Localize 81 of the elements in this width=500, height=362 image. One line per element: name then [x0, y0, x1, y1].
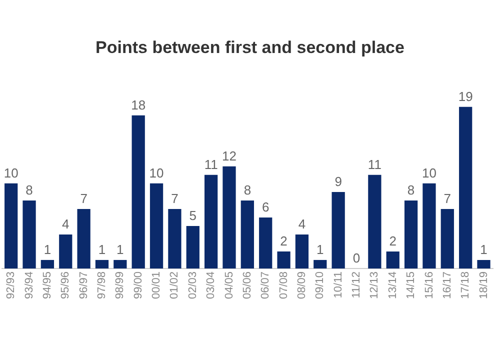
bar [95, 260, 109, 268]
bar [150, 183, 164, 268]
x-tick-label: 94/95 [41, 271, 54, 300]
bar [422, 183, 436, 268]
x-tick-label: 14/15 [405, 271, 418, 300]
x-tick-label: 00/01 [150, 271, 163, 300]
x-tick-label: 12/13 [368, 271, 381, 300]
bar [477, 260, 490, 268]
bar [132, 115, 145, 268]
data-label: 1 [316, 242, 324, 258]
data-label: 4 [298, 216, 306, 232]
bar [4, 183, 18, 268]
bar [240, 200, 254, 268]
data-label: 11 [368, 157, 382, 172]
data-label: 10 [422, 166, 436, 181]
data-label: 1 [44, 242, 52, 258]
x-tick-label: 98/99 [114, 271, 126, 300]
x-tick-label: 99/00 [132, 271, 144, 300]
data-label: 2 [389, 234, 396, 249]
data-label: 19 [458, 88, 473, 104]
data-label: 1 [116, 242, 124, 258]
bar [332, 192, 345, 268]
x-tick-label: 92/93 [5, 271, 18, 300]
bar [277, 251, 290, 268]
bar [222, 166, 236, 268]
x-tick-label: 18/19 [478, 271, 490, 300]
bar [368, 174, 382, 268]
data-label: 18 [131, 97, 146, 112]
x-tick-label: 95/96 [60, 271, 72, 300]
bar [59, 234, 72, 268]
data-label: 8 [26, 182, 33, 198]
x-tick-label: 09/10 [314, 271, 326, 300]
x-tick-label: 16/17 [441, 271, 454, 300]
data-label: 11 [204, 157, 218, 172]
data-label: 8 [407, 182, 415, 198]
bar [77, 208, 90, 268]
data-label: 1 [480, 242, 488, 258]
x-tick-label: 02/03 [186, 271, 199, 300]
data-label: 5 [189, 208, 197, 224]
data-label: 2 [280, 234, 288, 249]
data-label: 7 [171, 191, 178, 206]
x-tick-label: 03/04 [205, 271, 218, 300]
bar [114, 260, 127, 268]
bar [440, 208, 454, 268]
x-tick-label: 97/98 [96, 271, 108, 300]
x-tick-label: 04/05 [223, 271, 236, 300]
x-tick-label: 93/94 [23, 271, 36, 300]
x-tick-label: 15/16 [423, 271, 436, 300]
data-label: 4 [62, 216, 70, 232]
x-tick-label: 96/97 [78, 271, 90, 300]
bar [295, 234, 309, 268]
x-tick-label: 01/02 [168, 271, 181, 300]
x-tick-label: 10/11 [332, 271, 344, 298]
bar [22, 200, 36, 268]
bar [386, 251, 400, 268]
bar [204, 174, 218, 268]
data-label: 7 [80, 191, 88, 206]
bar [404, 200, 418, 268]
x-tick-label: 06/07 [260, 271, 272, 300]
x-tick-label: 08/09 [296, 271, 308, 300]
data-label: 9 [334, 174, 342, 190]
data-label: 0 [352, 250, 360, 266]
bar [186, 226, 200, 268]
x-tick-label: 17/18 [460, 271, 472, 300]
x-tick-label: 07/08 [278, 271, 290, 300]
x-tick-label: 13/14 [386, 271, 399, 300]
data-label: 10 [4, 166, 18, 181]
data-label: 7 [444, 191, 452, 206]
data-label: 10 [149, 166, 164, 181]
x-tick-label: 11/12 [350, 271, 363, 298]
bar [40, 260, 54, 268]
chart-title: Points between first and second place [96, 38, 404, 57]
bar [259, 217, 272, 268]
bar [459, 106, 472, 268]
bar [314, 260, 327, 268]
data-label: 8 [244, 182, 252, 198]
data-label: 6 [262, 200, 270, 215]
x-tick-label: 05/06 [241, 271, 254, 300]
bar [168, 208, 182, 268]
data-label: 12 [222, 148, 236, 164]
data-label: 1 [98, 242, 106, 258]
